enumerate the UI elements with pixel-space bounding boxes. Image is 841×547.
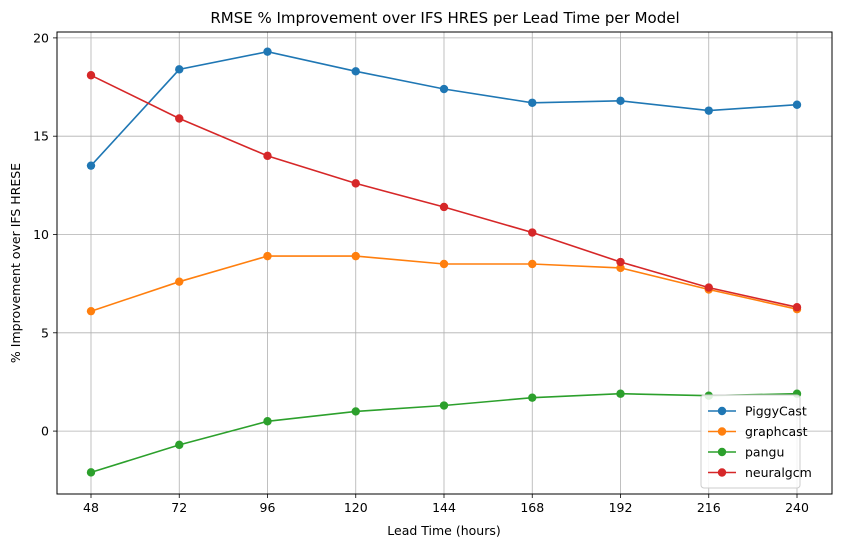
- data-point-neuralgcm: [439, 202, 449, 212]
- data-point-pangu: [86, 468, 96, 477]
- chart-title: RMSE % Improvement over IFS HRES per Lea…: [210, 9, 679, 27]
- data-point-piggycast: [86, 161, 96, 170]
- axis-ticks: 48 72 96 120 144 168 192 216 240 0 5 10 15 20: [33, 30, 809, 515]
- x-tick-label: 240: [785, 500, 809, 515]
- legend-label-graphcast: graphcast: [745, 424, 808, 439]
- data-point-pangu: [175, 440, 184, 450]
- x-tick-label: 72: [171, 500, 187, 515]
- x-tick-label: 144: [432, 500, 456, 515]
- data-point-neuralgcm: [175, 114, 184, 123]
- data-point-pangu: [263, 417, 272, 426]
- legend-item-pangu: pangu: [708, 445, 784, 460]
- data-point-piggycast: [528, 98, 537, 107]
- data-point-graphcast: [351, 251, 360, 261]
- x-tick-label: 120: [344, 500, 368, 515]
- legend: PiggyCast graphcast pangu neuralgcm: [700, 394, 812, 489]
- data-point-pangu: [439, 401, 449, 410]
- legend-item-neuralgcm: neuralgcm: [708, 465, 812, 480]
- data-point-graphcast: [528, 259, 537, 269]
- data-point-pangu: [351, 407, 360, 416]
- data-point-piggycast: [704, 106, 713, 115]
- legend-marker-graphcast: [717, 427, 727, 436]
- data-point-graphcast: [86, 306, 96, 316]
- data-point-graphcast: [616, 263, 625, 273]
- x-tick-label: 192: [609, 500, 633, 515]
- data-point-neuralgcm: [616, 257, 625, 267]
- data-point-neuralgcm: [263, 151, 272, 161]
- y-tick-label: 5: [41, 325, 49, 340]
- y-tick-label: 15: [33, 129, 49, 144]
- x-axis-label: Lead Time (hours): [387, 523, 500, 538]
- x-tick-label: 48: [83, 500, 99, 515]
- legend-box: [700, 394, 801, 489]
- data-point-piggycast: [175, 65, 184, 74]
- x-tick-label: 216: [697, 500, 721, 515]
- data-point-pangu: [616, 389, 625, 398]
- data-point-graphcast: [263, 251, 272, 261]
- series-neuralgcm: [86, 71, 802, 312]
- y-axis-label: % Improvement over IFS HRESE: [8, 163, 23, 363]
- data-point-pangu: [528, 393, 537, 402]
- data-point-neuralgcm: [704, 283, 713, 292]
- data-point-neuralgcm: [351, 179, 360, 188]
- legend-item-graphcast: graphcast: [708, 424, 808, 439]
- data-point-neuralgcm: [528, 228, 537, 237]
- y-tick-label: 10: [33, 227, 49, 242]
- data-point-graphcast: [439, 259, 449, 269]
- legend-marker-neuralgcm: [717, 468, 727, 477]
- data-point-neuralgcm: [86, 71, 96, 80]
- data-point-piggycast: [439, 84, 449, 94]
- x-tick-label: 96: [260, 500, 276, 515]
- x-tick-label: 168: [520, 500, 544, 515]
- data-point-piggycast: [263, 47, 272, 56]
- y-tick-label: 20: [33, 30, 49, 45]
- data-point-piggycast: [616, 96, 625, 106]
- legend-label-piggycast: PiggyCast: [745, 404, 807, 419]
- y-tick-label: 0: [41, 424, 49, 439]
- data-point-graphcast: [175, 277, 184, 286]
- series-piggycast: [86, 47, 802, 170]
- legend-marker-piggycast: [717, 406, 727, 416]
- plot-frame: [56, 31, 833, 495]
- data-point-piggycast: [351, 67, 360, 76]
- legend-item-piggycast: PiggyCast: [708, 404, 807, 419]
- legend-label-pangu: pangu: [745, 445, 784, 460]
- data-point-neuralgcm: [792, 303, 802, 312]
- legend-label-neuralgcm: neuralgcm: [745, 465, 812, 480]
- data-point-piggycast: [792, 100, 802, 109]
- legend-marker-pangu: [717, 447, 727, 457]
